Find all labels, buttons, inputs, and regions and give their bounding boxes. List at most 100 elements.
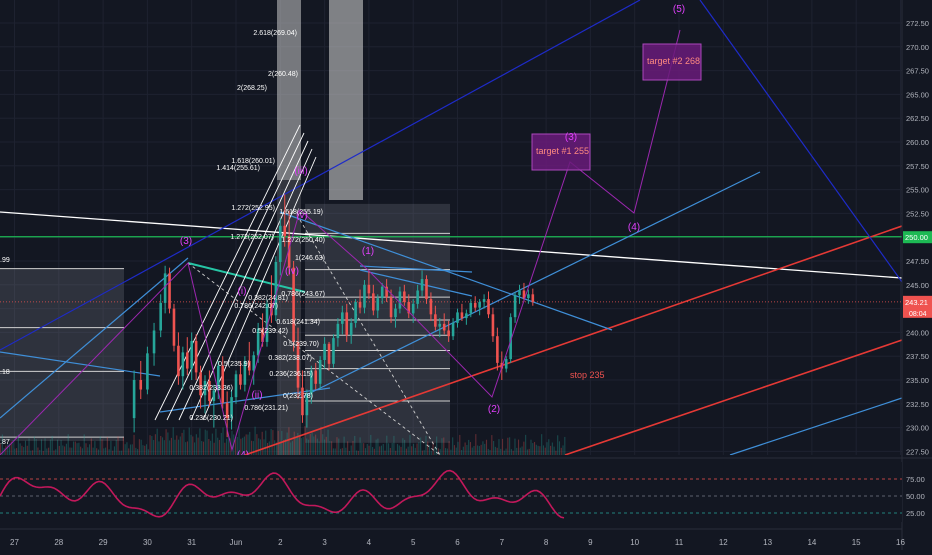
volume-bar bbox=[290, 442, 292, 455]
volume-bar bbox=[357, 450, 359, 455]
volume-bar bbox=[380, 445, 383, 455]
volume-bar bbox=[32, 450, 34, 455]
volume-bar bbox=[436, 436, 438, 455]
candle-body bbox=[527, 294, 530, 299]
volume-bar bbox=[420, 437, 422, 455]
volume-bar bbox=[500, 448, 502, 455]
volume-bar bbox=[110, 440, 112, 455]
fib-label-1: 2(268.25) bbox=[237, 85, 267, 92]
volume-bar bbox=[234, 439, 237, 455]
price-axis-bg bbox=[902, 0, 932, 550]
volume-bar bbox=[17, 434, 19, 455]
candle-body bbox=[465, 313, 468, 319]
volume-bar bbox=[256, 434, 258, 455]
volume-bar bbox=[315, 434, 317, 455]
volume-bar bbox=[293, 431, 295, 455]
volume-bar bbox=[546, 442, 548, 455]
target-box-1 bbox=[531, 133, 591, 171]
volume-bar bbox=[364, 448, 366, 455]
volume-bar bbox=[550, 445, 552, 455]
volume-bar bbox=[379, 446, 381, 455]
volume-bar bbox=[190, 434, 192, 455]
fib-label-0: 2.618(269.04) bbox=[253, 30, 297, 37]
volume-bar bbox=[283, 440, 285, 455]
volume-bar bbox=[151, 436, 153, 455]
fib-column-1 bbox=[277, 0, 301, 180]
volume-bar bbox=[131, 444, 133, 455]
volume-bar bbox=[309, 433, 311, 455]
volume-bar bbox=[153, 440, 155, 455]
candle-body bbox=[332, 338, 335, 364]
volume-bar bbox=[217, 437, 219, 455]
volume-bar bbox=[163, 440, 165, 455]
volume-bar bbox=[161, 437, 164, 455]
white-fan-line-1 bbox=[166, 132, 305, 421]
candle-body bbox=[389, 297, 393, 318]
volume-bar bbox=[128, 448, 130, 455]
volume-bar bbox=[477, 445, 479, 455]
dashed-projection-1 bbox=[187, 262, 441, 455]
volume-bar bbox=[475, 434, 477, 455]
volume-bar bbox=[64, 446, 66, 455]
volume-bar bbox=[548, 439, 550, 455]
volume-bar bbox=[96, 448, 98, 455]
volume-bar bbox=[291, 441, 294, 455]
candle-body bbox=[247, 360, 251, 371]
candle-body bbox=[190, 340, 193, 369]
target-box-2 bbox=[642, 43, 702, 81]
volume-bar bbox=[393, 435, 395, 455]
candle-body bbox=[429, 299, 433, 315]
volume-bar bbox=[229, 438, 231, 455]
candle-body bbox=[274, 261, 278, 316]
volume-bar bbox=[395, 450, 397, 455]
volume-bar bbox=[76, 443, 78, 455]
time-tick-5: Jun bbox=[230, 538, 243, 547]
volume-bar bbox=[181, 432, 183, 455]
volume-bar bbox=[124, 444, 126, 455]
volume-bar bbox=[199, 428, 201, 455]
volume-bar bbox=[389, 448, 391, 455]
volume-bar bbox=[558, 441, 561, 455]
volume-bar bbox=[53, 450, 55, 455]
volume-bar bbox=[437, 448, 439, 455]
volume-bar bbox=[469, 442, 472, 455]
volume-bar bbox=[322, 434, 324, 455]
volume-bar bbox=[423, 450, 425, 455]
volume-bar bbox=[555, 450, 557, 455]
volume-bar bbox=[316, 438, 318, 455]
volume-bar bbox=[183, 429, 185, 455]
volume-bar bbox=[405, 448, 407, 455]
volume-bar bbox=[295, 436, 297, 455]
volume-bar bbox=[7, 444, 9, 455]
volume-bar bbox=[373, 448, 375, 455]
fib-left-label-6: 0.382(24.81) bbox=[248, 295, 288, 302]
volume-bar bbox=[122, 437, 124, 455]
price-tick-1: 230.00 bbox=[906, 424, 929, 433]
volume-bar bbox=[331, 441, 333, 455]
candle-body bbox=[398, 291, 402, 309]
volume-bar bbox=[263, 439, 265, 455]
volume-bar bbox=[222, 427, 224, 455]
candle-body bbox=[230, 397, 233, 419]
volume-bar bbox=[108, 449, 110, 455]
volume-bar bbox=[261, 431, 263, 455]
candle-body bbox=[261, 328, 264, 342]
volume-bar bbox=[186, 441, 188, 455]
volume-bar bbox=[427, 441, 429, 455]
volume-bar bbox=[210, 440, 212, 455]
volume-bar bbox=[526, 449, 528, 455]
volume-bar bbox=[238, 426, 240, 455]
volume-bar bbox=[313, 436, 315, 455]
volume-bar bbox=[72, 441, 75, 455]
volume-bar bbox=[286, 432, 288, 455]
volume-bar bbox=[491, 435, 493, 455]
volume-bar bbox=[466, 444, 468, 455]
volume-bar bbox=[391, 442, 393, 455]
volume-bar bbox=[8, 443, 10, 455]
navy-trendline-up bbox=[0, 0, 641, 351]
volume-bar bbox=[270, 428, 272, 455]
red-trendline-lower bbox=[564, 339, 902, 455]
price-tick-2: 232.50 bbox=[906, 400, 929, 409]
